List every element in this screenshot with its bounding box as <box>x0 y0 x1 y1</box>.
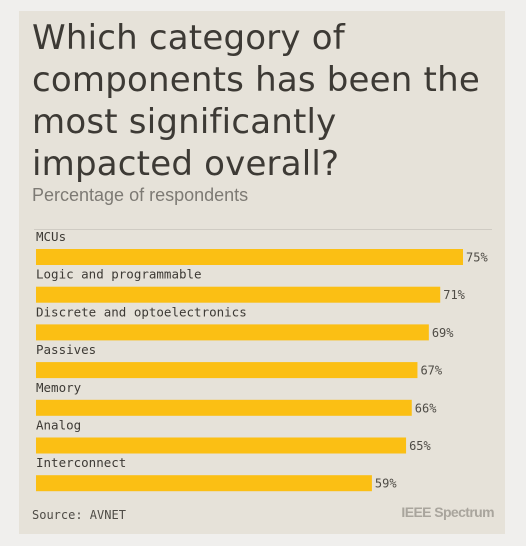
category-label: Analog <box>36 418 81 433</box>
bar <box>36 362 418 379</box>
value-label: 75% <box>466 251 488 265</box>
bar-chart: MCUs 75% Logic and programmable 71% Discrete… <box>36 229 488 492</box>
bar <box>36 437 407 454</box>
bar <box>36 475 372 492</box>
category-label: Memory <box>36 380 82 395</box>
value-label: 71% <box>443 288 465 302</box>
chart-title: Which category of components has been th… <box>32 18 480 184</box>
ieee-spectrum-logo: IEEE Spectrum <box>401 504 494 520</box>
category-label: Discrete and optoelectronics <box>36 304 247 319</box>
value-label: 67% <box>420 364 442 378</box>
category-label: Logic and programmable <box>36 267 202 282</box>
chart-subtitle: Percentage of respondents <box>32 185 249 205</box>
category-label: MCUs <box>36 229 66 244</box>
value-label: 69% <box>432 326 454 340</box>
chart-card: Which category of components has been th… <box>19 11 505 534</box>
source-note: Source: AVNET <box>32 508 126 522</box>
category-label: Interconnect <box>36 455 126 470</box>
bar <box>36 249 463 265</box>
value-label: 66% <box>415 401 437 415</box>
divider <box>34 229 492 230</box>
value-label: 65% <box>409 439 431 453</box>
value-label: 59% <box>375 477 397 491</box>
bar <box>36 286 441 303</box>
category-label: Passives <box>36 342 96 357</box>
bar <box>36 399 412 416</box>
bar <box>36 324 429 341</box>
